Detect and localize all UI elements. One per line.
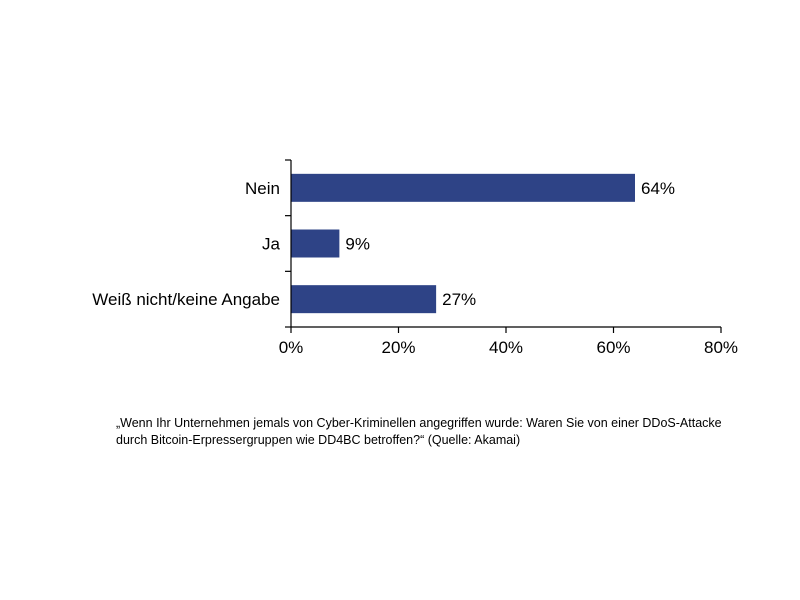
bars-layer: [291, 173, 635, 314]
bar-ja: [291, 229, 340, 258]
category-label-nein: Nein: [245, 179, 280, 198]
x-tick-label: 80%: [704, 338, 738, 357]
value-label-ja: 9%: [345, 235, 370, 254]
axes-layer: [285, 159, 722, 333]
x-tick-label: 20%: [381, 338, 415, 357]
category-label-wei-nicht-keine-angabe: Weiß nicht/keine Angabe: [92, 290, 280, 309]
value-label-nein: 64%: [641, 179, 675, 198]
category-label-ja: Ja: [262, 235, 281, 254]
labels-layer: Nein 64% Ja 9% Weiß nicht/keine Angabe 27% 0% 2…: [92, 179, 738, 357]
x-tick-label: 60%: [596, 338, 630, 357]
bar-wei-nicht-keine-angabe: [291, 285, 437, 314]
chart-caption: „Wenn Ihr Unternehmen jemals von Cyber-K…: [116, 416, 722, 447]
bar-nein: [291, 173, 635, 202]
x-tick-label: 0%: [279, 338, 304, 357]
value-label-wei-nicht-keine-angabe: 27%: [442, 290, 476, 309]
x-tick-label: 40%: [489, 338, 523, 357]
